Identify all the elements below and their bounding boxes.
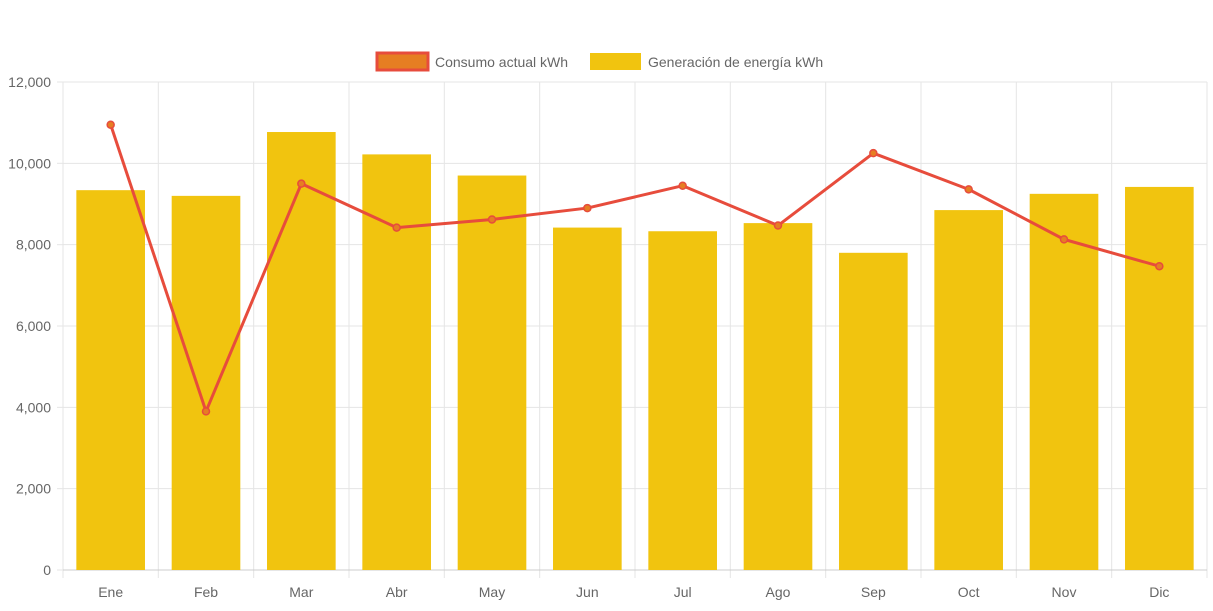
legend-swatch-consumo — [375, 51, 430, 72]
y-tick-label: 8,000 — [16, 237, 51, 253]
line-series-consumo — [106, 120, 1164, 416]
x-tick-label: May — [479, 584, 505, 600]
legend-label-consumo: Consumo actual kWh — [435, 54, 568, 70]
line-point-feb — [201, 407, 211, 416]
line-path — [109, 124, 1160, 413]
bar-may — [457, 175, 527, 571]
bar-ago — [743, 223, 813, 570]
bar-sep — [839, 252, 908, 571]
x-tick-label: Ago — [766, 584, 791, 600]
x-tick-label: Jul — [674, 584, 692, 600]
bar-jun — [553, 227, 622, 570]
bar-mar — [267, 132, 336, 570]
y-tick-label: 10,000 — [8, 155, 51, 171]
y-tick-label: 12,000 — [8, 74, 51, 90]
y-axis-tick-labels: 0 2,000 4,000 6,000 8,000 10,000 12,000 — [8, 74, 51, 578]
line-point-sep — [869, 148, 878, 158]
legend-item-generacion[interactable]: Generación de energía kWh — [590, 53, 823, 70]
legend-label-generacion: Generación de energía kWh — [648, 54, 823, 70]
bar-dic — [1125, 186, 1194, 571]
x-tick-label: Feb — [194, 584, 218, 600]
line-point-ene — [106, 120, 115, 129]
line-point-nov — [1059, 235, 1069, 244]
x-tick-label: Oct — [958, 584, 980, 600]
x-axis-tick-labels: Ene Feb Mar Abr May Jun Jul Ago Sep Oct Nov Dic — [98, 584, 1169, 600]
bar-oct — [934, 210, 1003, 570]
line-point-abr — [392, 223, 401, 232]
x-tick-label: Mar — [289, 584, 313, 600]
bar-nov — [1029, 193, 1099, 571]
legend-swatch-generacion — [590, 53, 641, 70]
legend-item-consumo[interactable]: Consumo actual kWh — [375, 51, 568, 72]
chart-legend: Consumo actual kWh Generación de energía… — [375, 51, 823, 72]
y-tick-label: 0 — [43, 562, 51, 578]
line-point-oct — [964, 185, 973, 194]
y-tick-label: 6,000 — [16, 318, 51, 334]
x-tick-label: Nov — [1052, 584, 1077, 600]
y-tick-label: 2,000 — [16, 481, 51, 497]
line-point-ago — [773, 221, 783, 230]
x-tick-label: Jun — [576, 584, 599, 600]
x-tick-label: Sep — [861, 584, 886, 600]
line-point-may — [487, 215, 497, 224]
bar-feb — [171, 195, 241, 570]
x-tick-label: Dic — [1149, 584, 1169, 600]
x-tick-label: Abr — [386, 584, 408, 600]
line-point-jul — [678, 181, 687, 190]
bar-series-generacion — [76, 132, 1194, 571]
line-point-mar — [297, 179, 306, 188]
line-point-jun — [583, 203, 592, 213]
line-point-dic — [1155, 261, 1164, 271]
y-tick-label: 4,000 — [16, 399, 51, 415]
grid-lines — [57, 81, 1208, 578]
bar-jul — [648, 231, 717, 570]
x-tick-label: Ene — [98, 584, 123, 600]
bar-ene — [76, 190, 145, 570]
